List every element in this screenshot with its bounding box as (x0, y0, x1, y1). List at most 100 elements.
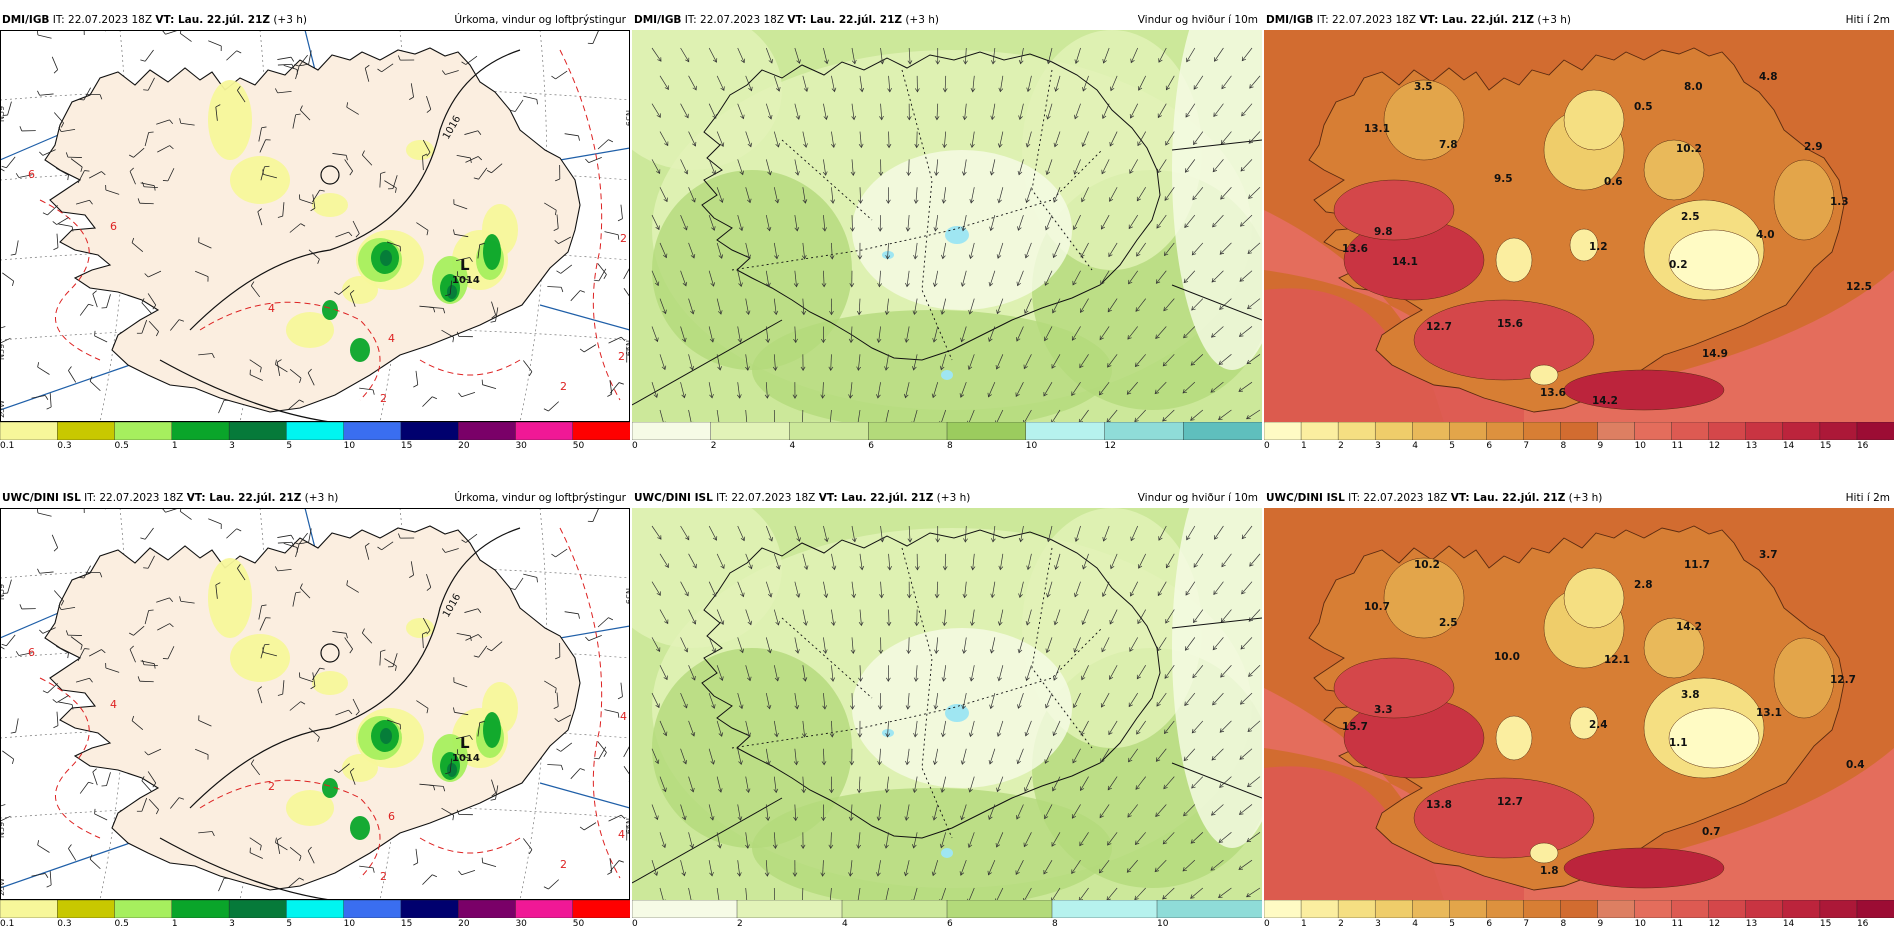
wind-arrows (651, 525, 1261, 900)
wind-barb-flag (19, 126, 23, 132)
wind-arrow (941, 298, 947, 315)
wind-arrow-head (1220, 195, 1225, 200)
wind-arrow (857, 409, 861, 422)
wind-arrow-head (793, 816, 798, 822)
wind-arrow-head (1074, 592, 1079, 598)
temp-zone (1264, 688, 1894, 900)
wind-arrow-head (712, 114, 717, 119)
colorbar-swatch (1486, 900, 1525, 918)
wind-barb-flag (398, 55, 401, 61)
map-area[interactable]: 1016 L 1014 6 2 2 4 2 6 4 2 N59 N59 N59 N59 25W (0, 30, 630, 422)
wind-arrow-head (657, 57, 662, 62)
wind-arrow-head (856, 844, 862, 849)
wind-arrow-head (1212, 645, 1218, 651)
wind-barb-flag (593, 757, 599, 760)
wind-arrow-head (1071, 814, 1077, 819)
wind-arrow-head (961, 171, 967, 176)
map-area[interactable] (632, 508, 1262, 900)
wind-arrow-head (961, 704, 966, 710)
wind-arrow-head (765, 816, 771, 822)
wind-arrow (1075, 47, 1081, 64)
wind-barb-flag (377, 68, 382, 73)
temp-area (1413, 299, 1595, 381)
wind-arrow (1185, 637, 1196, 651)
wind-barb-flag (236, 528, 242, 532)
wind-arrow (1018, 637, 1024, 653)
wind-arrow-head (775, 143, 780, 148)
wind-arrow (988, 804, 996, 820)
wind-arrow (915, 665, 918, 682)
colorbar-swatch (1025, 422, 1106, 440)
wind-arrow-head (739, 648, 744, 654)
wind-barb (249, 837, 262, 846)
wind-arrow-head (1053, 198, 1058, 203)
wind-arrow-head (737, 816, 743, 821)
wind-arrow (802, 720, 806, 737)
wind-arrow-head (989, 226, 994, 232)
wind-arrow-head (934, 593, 940, 599)
colorbar-tick-label: 5 (286, 919, 293, 929)
wind-barb (275, 842, 288, 851)
wind-barb (364, 546, 370, 560)
wind-barb-flag (372, 389, 375, 395)
map-area[interactable]: 3.5 8.0 4.8 13.1 7.8 0.5 10.2 2.9 9.5 0.6 1.3 2.5 9.… (1264, 30, 1894, 422)
wind-arrow (794, 581, 800, 598)
wind-arrow-head (1052, 253, 1057, 259)
wind-arrow-head (1165, 563, 1171, 569)
wind-arrow (999, 131, 1004, 148)
wind-arrow (878, 326, 881, 343)
wind-arrow (879, 270, 881, 287)
wind-barb (77, 648, 85, 662)
wind-arrow (1072, 748, 1081, 764)
wind-arrow (1128, 748, 1139, 763)
wind-arrow (1191, 776, 1204, 789)
wind-barb-flag (179, 508, 182, 512)
wind-arrow (908, 159, 910, 176)
wind-barb (143, 186, 158, 188)
colorbar-tick-label: 0 (1264, 441, 1270, 451)
wind-arrow-head (1246, 837, 1252, 843)
temp-value: 13.1 (1756, 707, 1782, 719)
wind-arrow-head (1052, 731, 1057, 737)
wind-barb-flag (470, 635, 472, 641)
colorbar-tick-label: 5 (1449, 919, 1456, 929)
map-area[interactable] (632, 30, 1262, 422)
wind-arrow-head (1134, 895, 1139, 900)
panel-title: DMI/IGB IT: 22.07.2023 18Z VT: Lau. 22.j… (632, 10, 1262, 30)
wind-arrow-head (1212, 700, 1217, 706)
wind-arrow-head (1248, 139, 1254, 144)
wind-arrow (990, 214, 996, 231)
wind-barb (583, 344, 597, 353)
wind-barb-flag (295, 591, 301, 594)
wind-arrow (1191, 242, 1204, 256)
temp-value: 13.1 (1364, 123, 1390, 135)
wind-arrow (1043, 381, 1053, 397)
wind-barb (0, 337, 11, 344)
temp-value: 14.2 (1592, 395, 1618, 407)
wind-arrow-head (989, 704, 994, 710)
wind-arrow-head (800, 844, 806, 849)
wind-arrow-head (1192, 195, 1197, 201)
wind-arrow (680, 214, 688, 230)
wind-barb (263, 652, 278, 657)
wind-arrow (765, 215, 771, 231)
wind-arrow-head (848, 872, 853, 877)
wind-arrow-head (904, 338, 910, 343)
wind-barb-flag (409, 574, 414, 578)
colorbar-swatch (114, 900, 173, 918)
wind-arrow (940, 354, 947, 370)
wind-arrow (659, 131, 669, 146)
wind-arrow (961, 326, 967, 342)
colorbar (0, 422, 630, 440)
temp-value: 12.7 (1497, 796, 1523, 808)
wind-barb-flag (617, 696, 623, 700)
region-boundary (781, 617, 873, 699)
wind-arrow-head (820, 394, 826, 399)
map-area[interactable]: 10.2 11.7 3.7 10.7 2.5 2.8 14.2 10.0 12.1 12.7 3.8… (1264, 508, 1894, 900)
wind-arrow-head (998, 565, 1004, 571)
wind-arrow-head (940, 310, 946, 315)
wind-arrow (1082, 553, 1089, 570)
wind-arrow-head (1023, 897, 1028, 900)
map-area[interactable]: 1016 L 1014 6 4 4 2 2 4 6 2 N59 N59 N59 N59 25W (0, 508, 630, 900)
wind-arrow (716, 609, 724, 625)
